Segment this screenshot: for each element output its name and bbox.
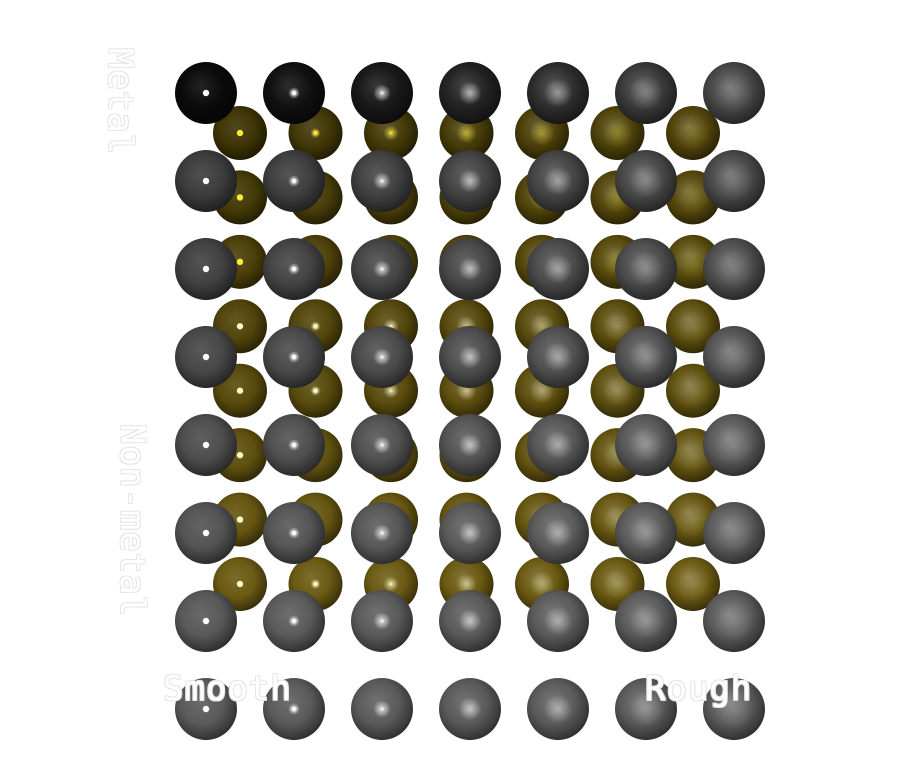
gray-sphere-r3-c2 <box>263 238 325 300</box>
gray-sphere-r5-c5 <box>527 414 589 476</box>
gray-sphere-r2-c1 <box>175 150 237 212</box>
gray-sphere-r4-c5 <box>527 326 589 388</box>
gray-sphere-r5-c3 <box>351 414 413 476</box>
gray-sphere-r1-c3 <box>351 62 413 124</box>
gray-sphere-r2-c7 <box>703 150 765 212</box>
gray-sphere-r1-c2 <box>263 62 325 124</box>
gray-sphere-r6-c7 <box>703 502 765 564</box>
gray-sphere-r6-c4 <box>439 502 501 564</box>
gray-sphere-r4-c7 <box>703 326 765 388</box>
gray-sphere-r4-c4 <box>439 326 501 388</box>
gray-sphere-r6-c3 <box>351 502 413 564</box>
gray-sphere-r2-c6 <box>615 150 677 212</box>
gray-sphere-r7-c1 <box>175 590 237 652</box>
gray-sphere-r4-c2 <box>263 326 325 388</box>
gray-sphere-r6-c5 <box>527 502 589 564</box>
gray-sphere-r5-c4 <box>439 414 501 476</box>
gray-sphere-r1-c4 <box>439 62 501 124</box>
gray-sphere-r3-c7 <box>703 238 765 300</box>
non-metal-axis-label: Non-metal <box>112 424 152 617</box>
rough-axis-label: Rough <box>645 669 752 709</box>
gray-sphere-r3-c5 <box>527 238 589 300</box>
gray-sphere-r8-c4 <box>439 678 501 740</box>
gray-sphere-r2-c4 <box>439 150 501 212</box>
gray-sphere-r2-c3 <box>351 150 413 212</box>
gray-sphere-r4-c1 <box>175 326 237 388</box>
gray-sphere-r7-c2 <box>263 590 325 652</box>
gray-sphere-r5-c2 <box>263 414 325 476</box>
gray-sphere-r4-c6 <box>615 326 677 388</box>
gray-sphere-r2-c2 <box>263 150 325 212</box>
gray-sphere-r1-c6 <box>615 62 677 124</box>
gray-sphere-r6-c2 <box>263 502 325 564</box>
gray-sphere-r6-c6 <box>615 502 677 564</box>
gray-sphere-r1-c5 <box>527 62 589 124</box>
gray-sphere-r1-c7 <box>703 62 765 124</box>
gray-sphere-r8-c3 <box>351 678 413 740</box>
gray-sphere-r2-c5 <box>527 150 589 212</box>
gray-sphere-r5-c1 <box>175 414 237 476</box>
gray-sphere-r8-c5 <box>527 678 589 740</box>
gray-sphere-r3-c6 <box>615 238 677 300</box>
gray-sphere-r3-c1 <box>175 238 237 300</box>
gray-sphere-r7-c3 <box>351 590 413 652</box>
gray-sphere-r6-c1 <box>175 502 237 564</box>
gray-sphere-r7-c7 <box>703 590 765 652</box>
gray-sphere-r5-c6 <box>615 414 677 476</box>
gray-sphere-r1-c1 <box>175 62 237 124</box>
gray-sphere-r3-c3 <box>351 238 413 300</box>
metal-axis-label: Metal <box>100 48 140 155</box>
gray-sphere-r5-c7 <box>703 414 765 476</box>
gray-sphere-r7-c5 <box>527 590 589 652</box>
gray-sphere-r4-c3 <box>351 326 413 388</box>
smooth-axis-label: Smooth <box>163 669 292 709</box>
gray-sphere-r7-c6 <box>615 590 677 652</box>
gray-sphere-r7-c4 <box>439 590 501 652</box>
gray-sphere-r3-c4 <box>439 238 501 300</box>
